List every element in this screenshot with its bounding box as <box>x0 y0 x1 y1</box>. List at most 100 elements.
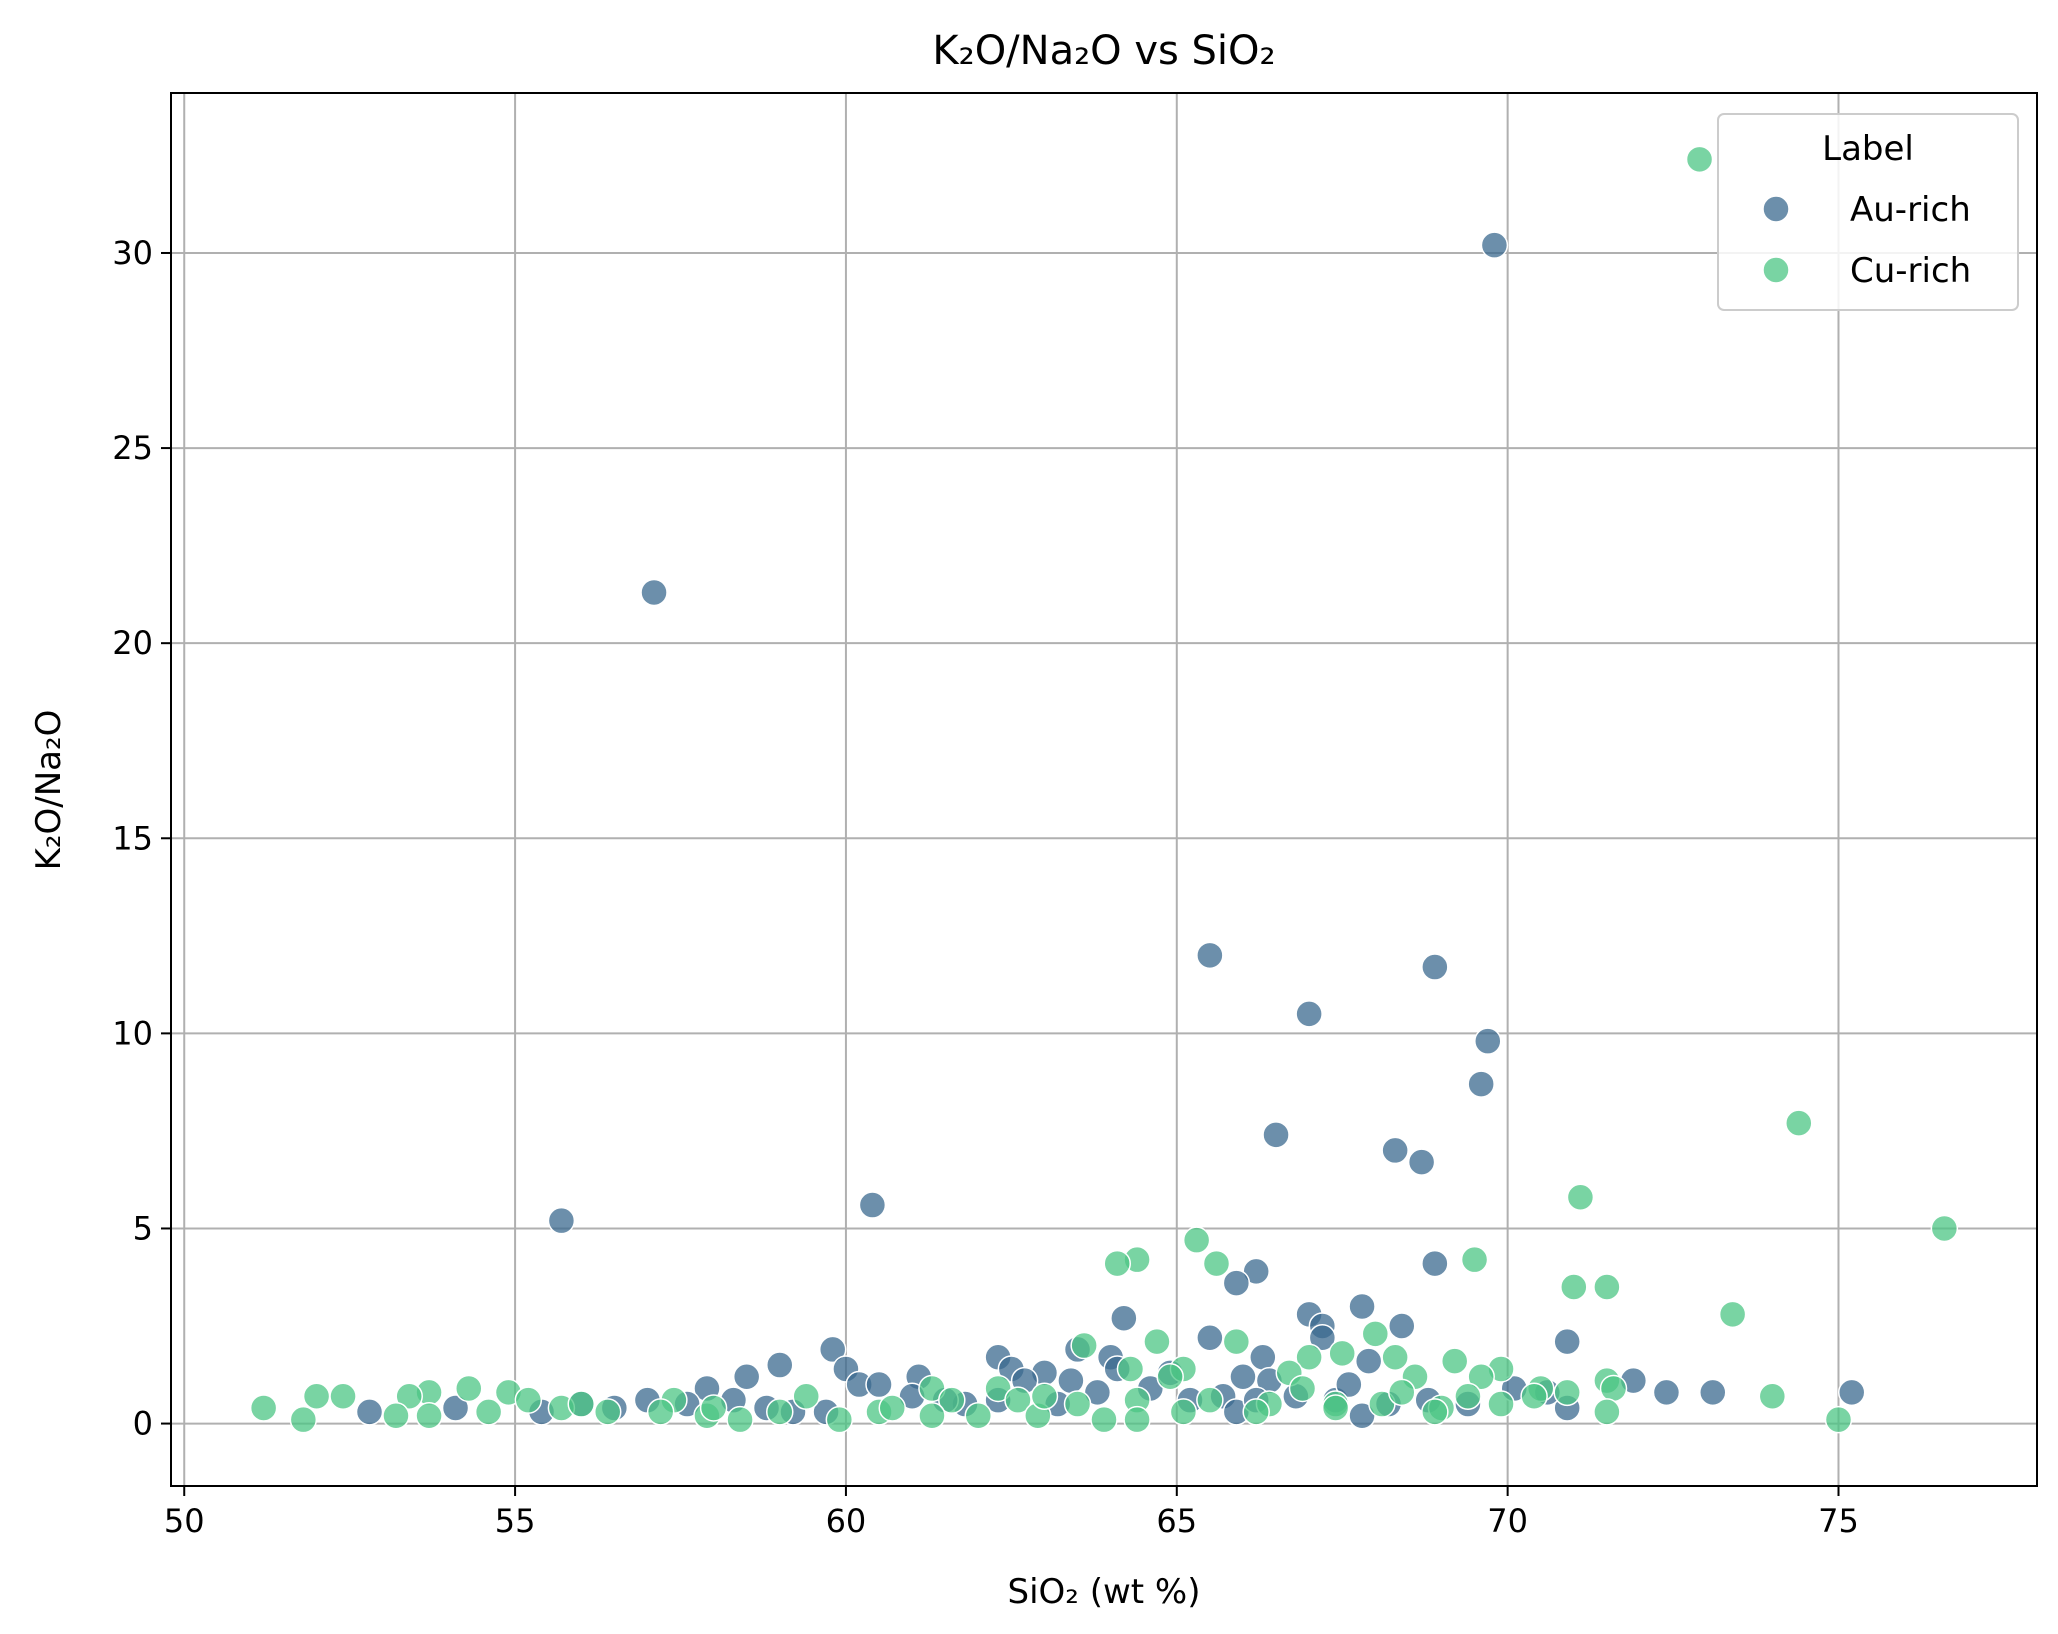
data-point-au-rich <box>766 1351 794 1379</box>
data-point-cu-rich <box>1381 1343 1409 1371</box>
data-point-au-rich <box>1837 1378 1866 1407</box>
data-point-cu-rich <box>1116 1355 1145 1383</box>
data-point-cu-rich <box>455 1374 483 1403</box>
x-axis-label: SiO₂ (wt %) <box>1007 1572 1200 1612</box>
y-tick-label: 15 <box>112 819 153 857</box>
data-point-cu-rich <box>1202 1249 1231 1278</box>
data-point-au-rich <box>1335 1370 1363 1399</box>
data-point-cu-rich <box>964 1402 993 1430</box>
data-point-au-rich <box>1354 1347 1383 1375</box>
y-tick-label: 10 <box>112 1014 153 1052</box>
data-point-cu-rich <box>329 1382 357 1411</box>
data-point-au-rich <box>1057 1366 1085 1395</box>
data-point-au-rich <box>355 1398 384 1426</box>
data-points <box>249 145 1959 1434</box>
data-point-cu-rich <box>1321 1394 1350 1422</box>
data-point-cu-rich <box>1182 1226 1211 1254</box>
data-point-cu-rich <box>878 1394 907 1422</box>
data-point-au-rich <box>818 1335 847 1364</box>
axis-ticks: 50 55 60 65 70 75 0 5 10 15 20 25 30 <box>112 234 1859 1540</box>
data-point-au-rich <box>1222 1269 1251 1297</box>
data-point-cu-rich <box>1685 145 1714 174</box>
data-point-au-rich <box>1229 1362 1257 1391</box>
data-point-au-rich <box>1421 1249 1449 1278</box>
data-point-cu-rich <box>1169 1398 1198 1426</box>
data-point-cu-rich <box>1520 1382 1548 1411</box>
data-point-cu-rich <box>249 1394 278 1422</box>
data-point-au-rich <box>547 1206 576 1235</box>
y-tick-label: 20 <box>112 624 153 662</box>
data-point-cu-rich <box>1242 1398 1270 1426</box>
data-point-cu-rich <box>1824 1405 1853 1434</box>
grid-lines <box>171 93 2037 1486</box>
legend-label-au-rich: Au-rich <box>1850 190 1971 230</box>
data-point-cu-rich <box>1553 1378 1581 1407</box>
data-point-cu-rich <box>1030 1382 1059 1411</box>
data-point-cu-rich <box>289 1405 318 1434</box>
data-point-au-rich <box>1308 1323 1337 1352</box>
data-point-au-rich <box>1421 953 1449 981</box>
data-point-cu-rich <box>699 1394 728 1422</box>
data-point-au-rich <box>1480 231 1509 259</box>
data-point-au-rich <box>1196 941 1224 970</box>
data-point-cu-rich <box>1156 1362 1184 1391</box>
data-point-cu-rich <box>1288 1374 1317 1403</box>
x-tick-label: 65 <box>1156 1502 1197 1540</box>
plot-frame <box>170 92 2038 1487</box>
data-point-cu-rich <box>1295 1343 1323 1371</box>
data-point-cu-rich <box>1593 1273 1621 1301</box>
data-point-au-rich <box>441 1394 470 1422</box>
data-point-au-rich <box>1262 1121 1290 1149</box>
x-tick-label: 70 <box>1487 1502 1528 1540</box>
data-point-cu-rich <box>1758 1382 1787 1411</box>
legend-box <box>1717 113 2019 311</box>
data-point-cu-rich <box>1123 1405 1151 1434</box>
data-point-cu-rich <box>514 1386 543 1414</box>
x-tick-label: 50 <box>164 1502 205 1540</box>
data-point-au-rich <box>858 1191 887 1219</box>
data-point-cu-rich <box>1454 1382 1482 1411</box>
data-point-cu-rich <box>1593 1398 1621 1426</box>
data-point-cu-rich <box>1599 1374 1628 1403</box>
data-point-au-rich <box>732 1362 761 1391</box>
data-point-cu-rich <box>474 1398 503 1426</box>
data-point-au-rich <box>1196 1323 1224 1352</box>
data-point-cu-rich <box>1388 1378 1416 1407</box>
data-point-au-rich <box>1652 1378 1681 1407</box>
data-point-au-rich <box>1381 1136 1409 1165</box>
data-point-au-rich <box>1295 1000 1323 1028</box>
data-point-cu-rich <box>792 1382 820 1411</box>
data-point-au-rich <box>1474 1027 1502 1055</box>
data-point-cu-rich <box>1421 1398 1449 1426</box>
data-point-cu-rich <box>1718 1300 1747 1329</box>
data-point-cu-rich <box>938 1386 966 1414</box>
data-point-cu-rich <box>918 1402 946 1430</box>
data-point-au-rich <box>640 578 668 607</box>
data-point-cu-rich <box>395 1382 423 1411</box>
data-point-cu-rich <box>1222 1327 1251 1356</box>
data-point-cu-rich <box>567 1390 596 1418</box>
data-point-cu-rich <box>302 1382 331 1411</box>
data-point-cu-rich <box>382 1402 410 1430</box>
legend: Label Au-rich Cu-rich <box>1717 113 2019 311</box>
data-point-cu-rich <box>1487 1390 1515 1418</box>
data-point-au-rich <box>1110 1304 1138 1332</box>
x-tick-label: 75 <box>1818 1502 1859 1540</box>
chart-title: K₂O/Na₂O vs SiO₂ <box>932 28 1275 74</box>
legend-marker-au-rich <box>1762 195 1790 223</box>
data-point-cu-rich <box>766 1398 794 1426</box>
data-point-cu-rich <box>1930 1214 1959 1243</box>
y-tick-label: 0 <box>133 1405 153 1443</box>
data-point-au-rich <box>1407 1148 1436 1176</box>
y-tick-label: 25 <box>112 429 153 467</box>
data-point-cu-rich <box>1090 1405 1118 1434</box>
data-point-au-rich <box>1388 1312 1416 1340</box>
data-point-au-rich <box>1467 1070 1495 1098</box>
data-point-cu-rich <box>1070 1331 1098 1360</box>
data-point-cu-rich <box>415 1402 443 1430</box>
data-point-au-rich <box>865 1370 893 1399</box>
data-point-au-rich <box>1699 1378 1727 1407</box>
data-point-au-rich <box>1348 1292 1376 1321</box>
legend-marker-cu-rich <box>1762 256 1790 284</box>
